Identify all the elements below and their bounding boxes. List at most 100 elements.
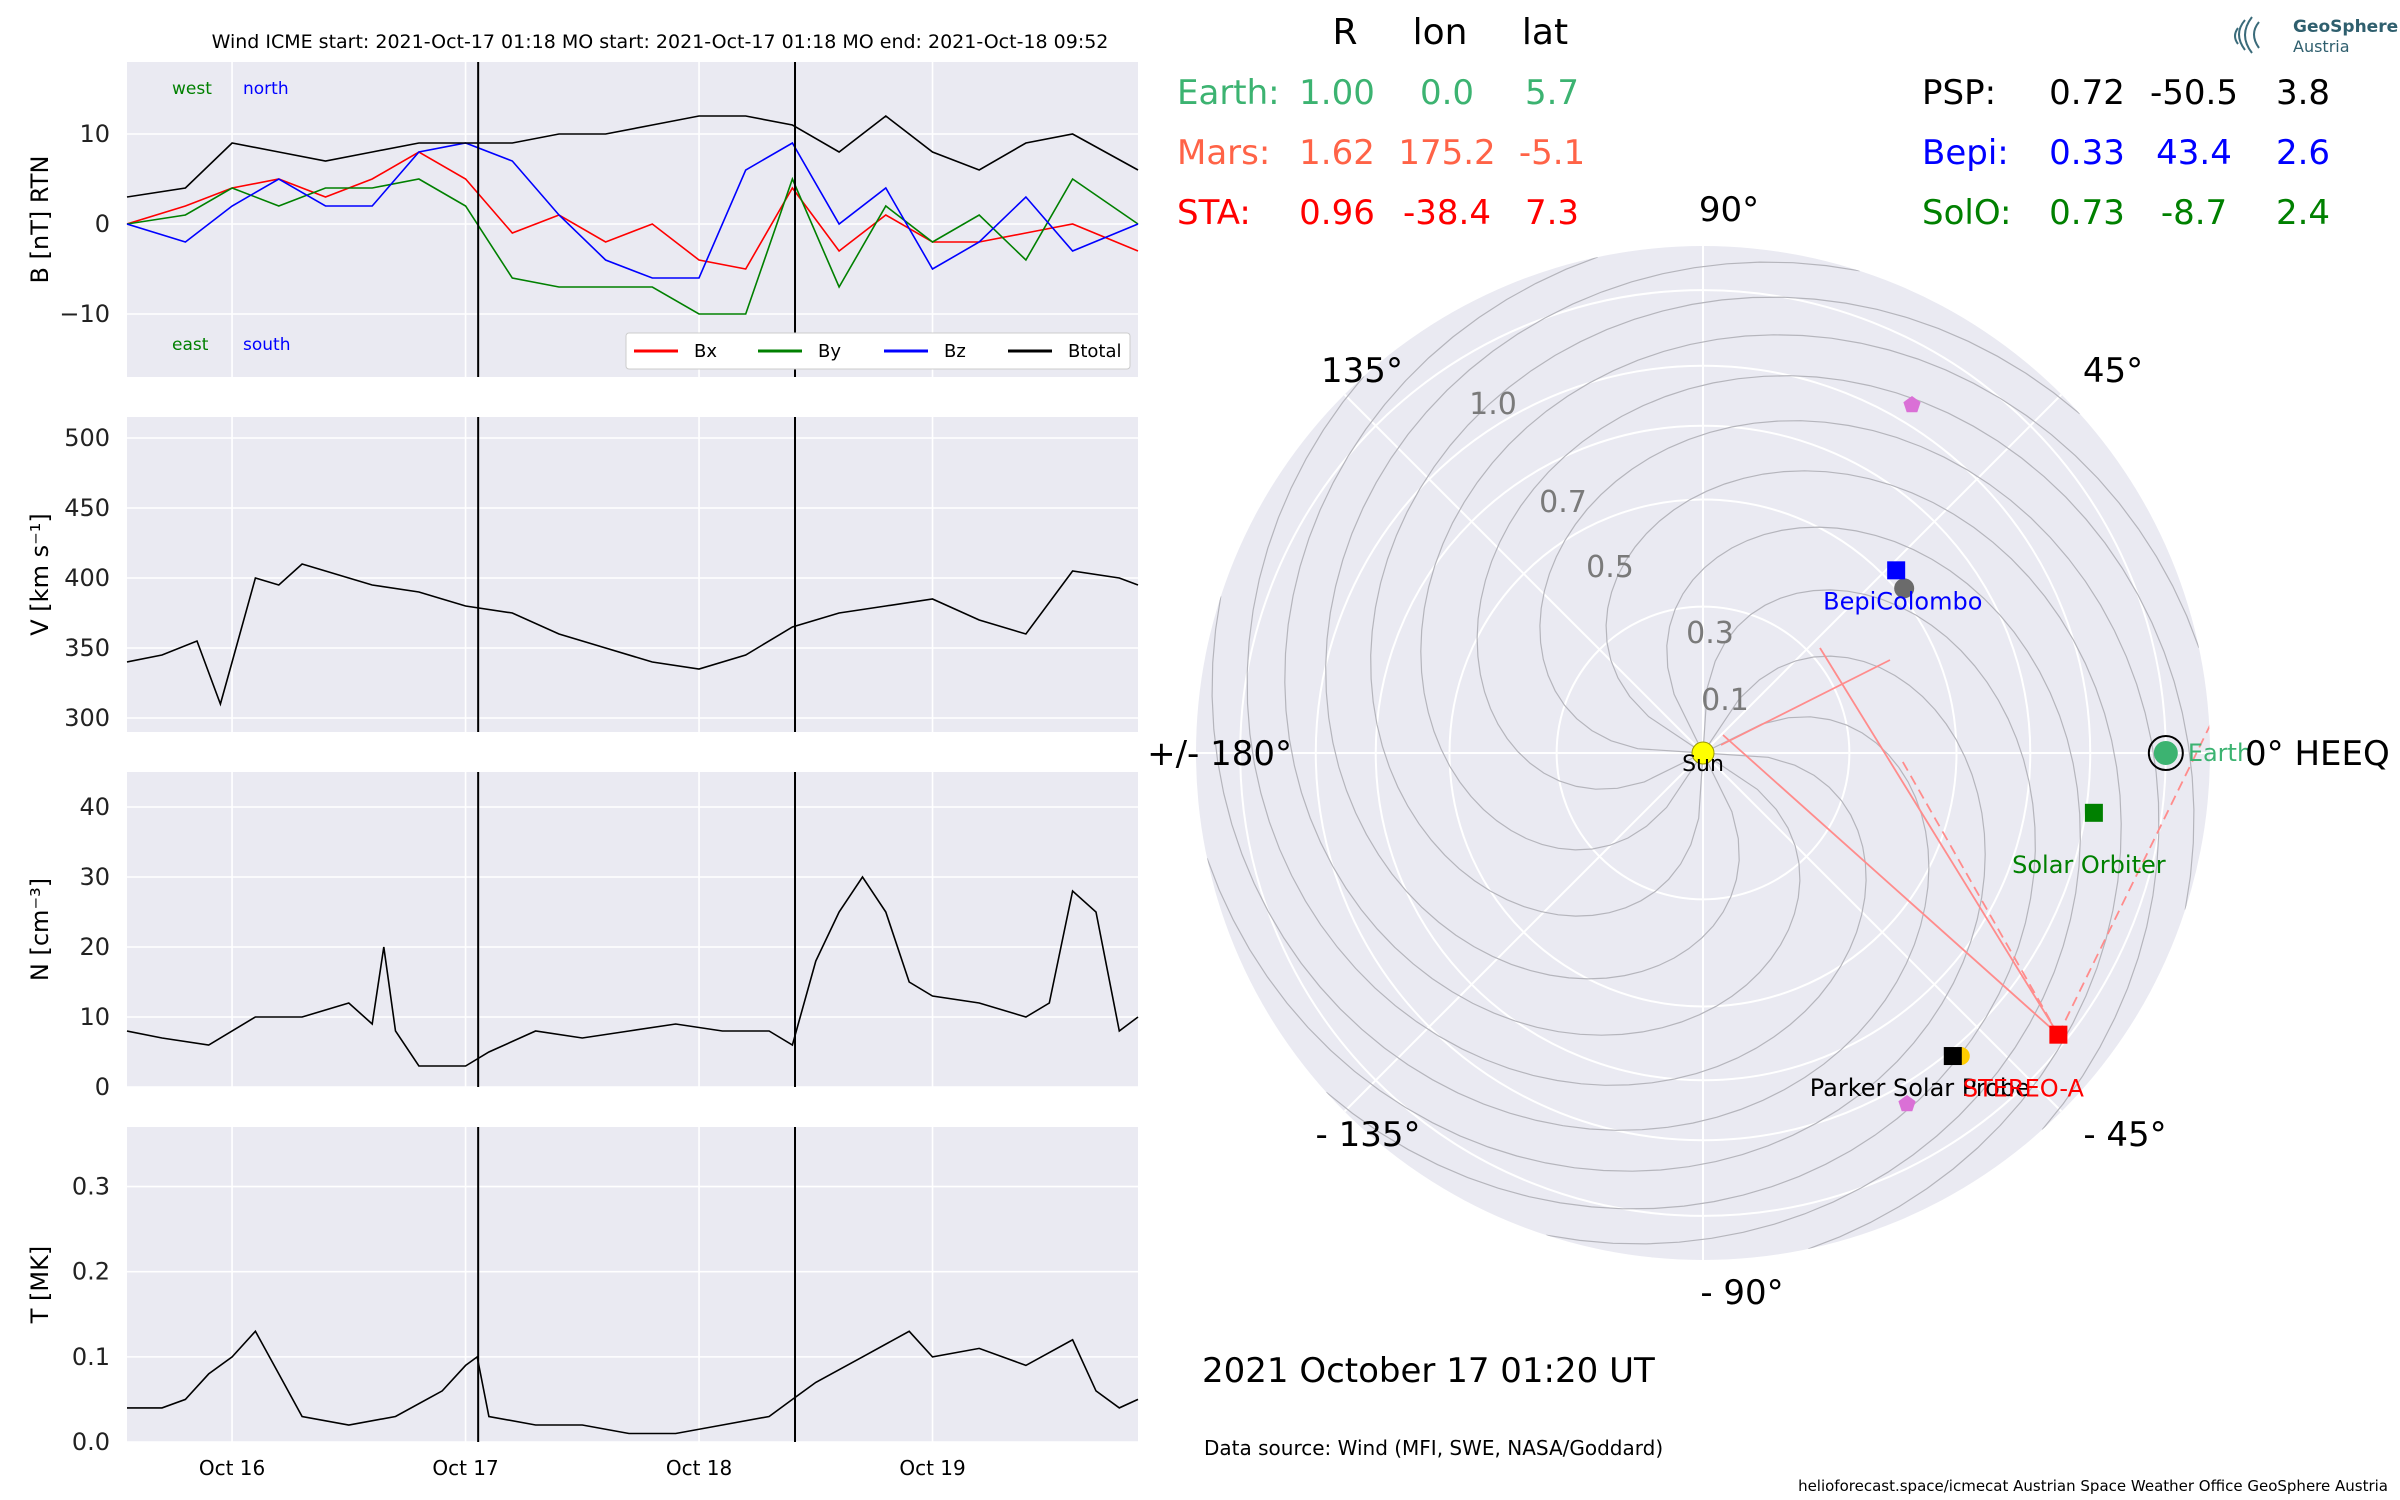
y-tick-label: 0	[95, 1073, 110, 1101]
y-tick-label: 0	[95, 210, 110, 238]
earth-marker	[2153, 741, 2178, 765]
y-tick-label: 30	[79, 863, 110, 891]
x-tick-label: Oct 19	[899, 1456, 965, 1480]
radial-tick-label: 0.7	[1539, 485, 1587, 520]
table-row-lon: -8.7	[2161, 193, 2227, 233]
angle-label-a180: +/- 180°	[1147, 734, 1292, 774]
angle-label-a0: 0° HEEQ	[2245, 734, 2390, 774]
table-header-lon: lon	[1413, 12, 1468, 53]
table-row-lat: 5.7	[1525, 73, 1579, 113]
angle-label-a45: 45°	[2083, 351, 2143, 391]
table-row-lon: -50.5	[2150, 73, 2238, 113]
annotation-south: south	[243, 335, 290, 355]
panel-2: 500 450 400 350 300 V [km s⁻¹]	[26, 417, 1139, 732]
y-tick-label: 350	[64, 634, 110, 662]
series-line-bx	[126, 151, 1139, 270]
table-row-name: PSP:	[1922, 73, 1996, 113]
parker-spiral-line	[1476, 375, 2195, 910]
stereo-a-fov-dashed-line	[1899, 756, 2060, 1036]
panel-background	[127, 417, 1138, 732]
logo-text-line1: GeoSphere	[2293, 17, 2398, 37]
x-tick-label: Oct 16	[199, 1456, 265, 1480]
x-tick-label: Oct 18	[666, 1456, 732, 1480]
y-axis-label: N [cm⁻³]	[26, 878, 54, 981]
table-row-lat: 2.4	[2276, 193, 2330, 233]
angular-grid-spoke	[1702, 393, 2063, 754]
panel-background	[127, 62, 1138, 377]
legend-box	[625, 332, 1131, 370]
legend: Bx By Bz Btotal	[625, 332, 1131, 370]
legend-label-bx: Bx	[694, 341, 717, 362]
geosphere-logo: GeoSphere Austria	[2234, 16, 2398, 56]
annotation-north: north	[243, 79, 289, 99]
angular-grid-spoke	[1343, 752, 1704, 1113]
series-line-btotal	[126, 114, 1139, 198]
table-header-lat: lat	[1522, 12, 1568, 53]
logo-text-line2: Austria	[2293, 37, 2350, 56]
table-row-lat: 3.8	[2276, 73, 2330, 113]
legend-label-by: By	[818, 341, 841, 362]
y-axis-label: V [km s⁻¹]	[26, 513, 54, 635]
bepi-mercury-marker	[1894, 578, 1915, 599]
bepicolombo-label: BepiColombo	[1823, 587, 1982, 615]
table-row-lat: -5.1	[1519, 133, 1585, 173]
table-row-r: 0.73	[2049, 193, 2125, 233]
data-source: Data source: Wind (MFI, SWE, NASA/Goddar…	[1204, 1436, 1663, 1460]
y-tick-label: 0.1	[72, 1343, 110, 1371]
stereo-a-fov-dashed-line	[2057, 704, 2210, 1036]
parker-solar-probe-marker	[1943, 1047, 1962, 1066]
polar-position-plot: 0.1 0.3 0.5 0.7 1.0 Sun Earth BepiColombo Solar …	[1147, 190, 2390, 1313]
series-line-data	[126, 563, 1139, 707]
parker-solar-probe-label: Parker Solar Probe	[1810, 1074, 2030, 1102]
polar-inner	[1196, 246, 2210, 1260]
table-row-name: Bepi:	[1922, 133, 2009, 173]
y-axis-label: T [MK]	[26, 1246, 54, 1324]
y-tick-label: 0.0	[72, 1428, 110, 1456]
parker-spiral-line	[1211, 596, 1930, 1131]
y-tick-label: 20	[79, 933, 110, 961]
b-panel-annotations: west north east south Bx By Bz Btotal	[172, 79, 1131, 370]
logo-swirl-icon	[2234, 16, 2260, 54]
y-tick-label: 40	[79, 793, 110, 821]
y-tick-label: 450	[64, 494, 110, 522]
parker-spiral-line	[1546, 526, 2081, 1245]
annotation-east: east	[172, 335, 209, 355]
sun-marker	[1691, 741, 1715, 765]
stereo-a-marker	[2049, 1025, 2068, 1044]
angle-label-am135: - 135°	[1316, 1115, 1421, 1155]
radial-tick-label: 0.3	[1686, 616, 1734, 651]
series-line-by	[126, 176, 1139, 315]
y-axis-label: B [nT] RTN	[26, 156, 54, 284]
angle-label-a135: 135°	[1321, 351, 1403, 391]
y-tick-label: 500	[64, 424, 110, 452]
angular-grid-spoke	[1343, 393, 1704, 754]
earth-label: Earth	[2188, 739, 2252, 767]
y-tick-label: 400	[64, 564, 110, 592]
table-row-lon: -38.4	[1403, 193, 1491, 233]
sun-label: Sun	[1682, 752, 1724, 777]
radial-tick-label: 1.0	[1469, 387, 1517, 422]
radial-tick-label: 0.1	[1701, 683, 1749, 718]
panel-1: 10 0 −10B [nT] RTN	[26, 62, 1139, 377]
table-row-lat: 2.6	[2276, 133, 2330, 173]
annotation-west: west	[172, 79, 212, 99]
parker-spiral-line	[1325, 261, 1860, 980]
table-row-lat: 7.3	[1525, 193, 1579, 233]
parker-spiral-line	[1605, 470, 2122, 1250]
parker-spiral-line	[1370, 296, 2081, 917]
y-tick-label: 10	[79, 1003, 110, 1031]
earth-orbit-ring	[2147, 735, 2184, 771]
credits: helioforecast.space/icmecat Austrian Spa…	[1798, 1477, 2388, 1495]
table-row-r: 1.00	[1299, 73, 1375, 113]
solar-orbiter-label: Solar Orbiter	[2012, 851, 2166, 879]
series-line-data	[127, 1329, 1139, 1435]
angular-grid-spoke	[1702, 752, 2063, 1113]
parker-spiral-line	[1420, 334, 2200, 851]
stereo-a-fov-line	[1819, 647, 2060, 1036]
figure-title: Wind ICME start: 2021-Oct-17 01:18 MO st…	[212, 31, 1109, 53]
series-line-bz	[126, 141, 1139, 279]
parker-spiral-line	[1206, 655, 1986, 1172]
